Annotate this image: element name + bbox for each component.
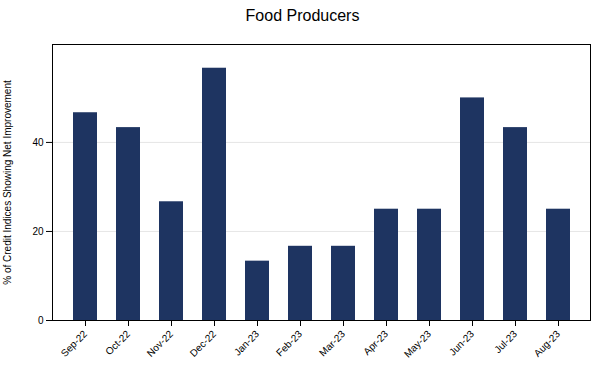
- svg-text:20: 20: [32, 226, 44, 237]
- svg-text:Apr-23: Apr-23: [361, 328, 390, 357]
- svg-text:Jun-23: Jun-23: [447, 328, 477, 358]
- svg-text:Dec-22: Dec-22: [188, 328, 219, 359]
- svg-text:Nov-22: Nov-22: [145, 328, 176, 359]
- html-text:Food Producers: Food Producers: [245, 7, 360, 24]
- svg-text:Oct-22: Oct-22: [103, 328, 132, 357]
- svg-text:Sep-22: Sep-22: [59, 328, 90, 359]
- svg-text:Aug-23: Aug-23: [532, 328, 563, 359]
- svg-text:40: 40: [32, 137, 44, 148]
- svg-text:Jan-23: Jan-23: [232, 328, 262, 358]
- svg-text:% of Credit Indices Showing Ne: % of Credit Indices Showing Net Improvem…: [2, 80, 13, 285]
- svg-text:Jul-23: Jul-23: [492, 328, 519, 355]
- svg-text:Mar-23: Mar-23: [317, 328, 347, 358]
- svg-text:0: 0: [38, 315, 44, 326]
- svg-text:Feb-23: Feb-23: [274, 328, 304, 358]
- svg-text:May-23: May-23: [402, 328, 434, 360]
